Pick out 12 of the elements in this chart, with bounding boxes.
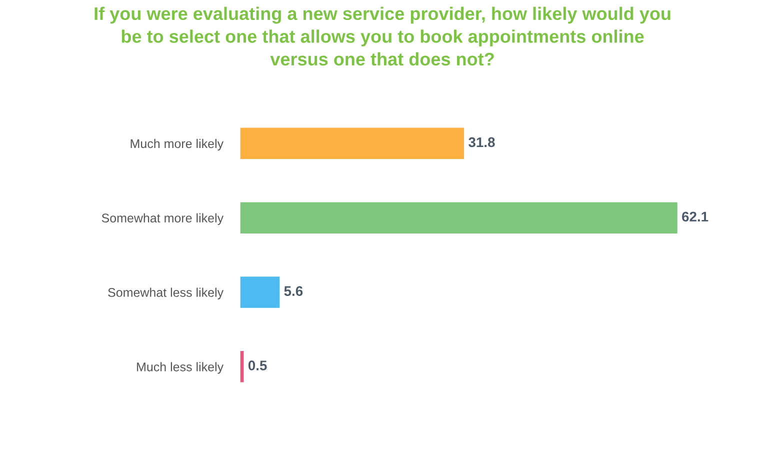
y-tick-label: Much less likely — [137, 362, 224, 374]
data-label: 31.8 — [468, 137, 495, 148]
data-label: 0.5 — [248, 360, 267, 370]
y-tick-label: Much more likely — [130, 138, 224, 151]
bar — [240, 128, 464, 160]
y-tick-label: Somewhat more likely — [102, 213, 224, 225]
y-tick-label: Somewhat less likely — [108, 288, 224, 300]
bar — [240, 276, 280, 308]
data-label: 62.1 — [682, 212, 708, 222]
bar — [240, 202, 678, 234]
chart-title: If you were evaluating a new service provider, how likely would you be to select one that allows you to book appointments online versus one that does not? — [94, 6, 670, 66]
data-label: 5.6 — [284, 286, 303, 296]
